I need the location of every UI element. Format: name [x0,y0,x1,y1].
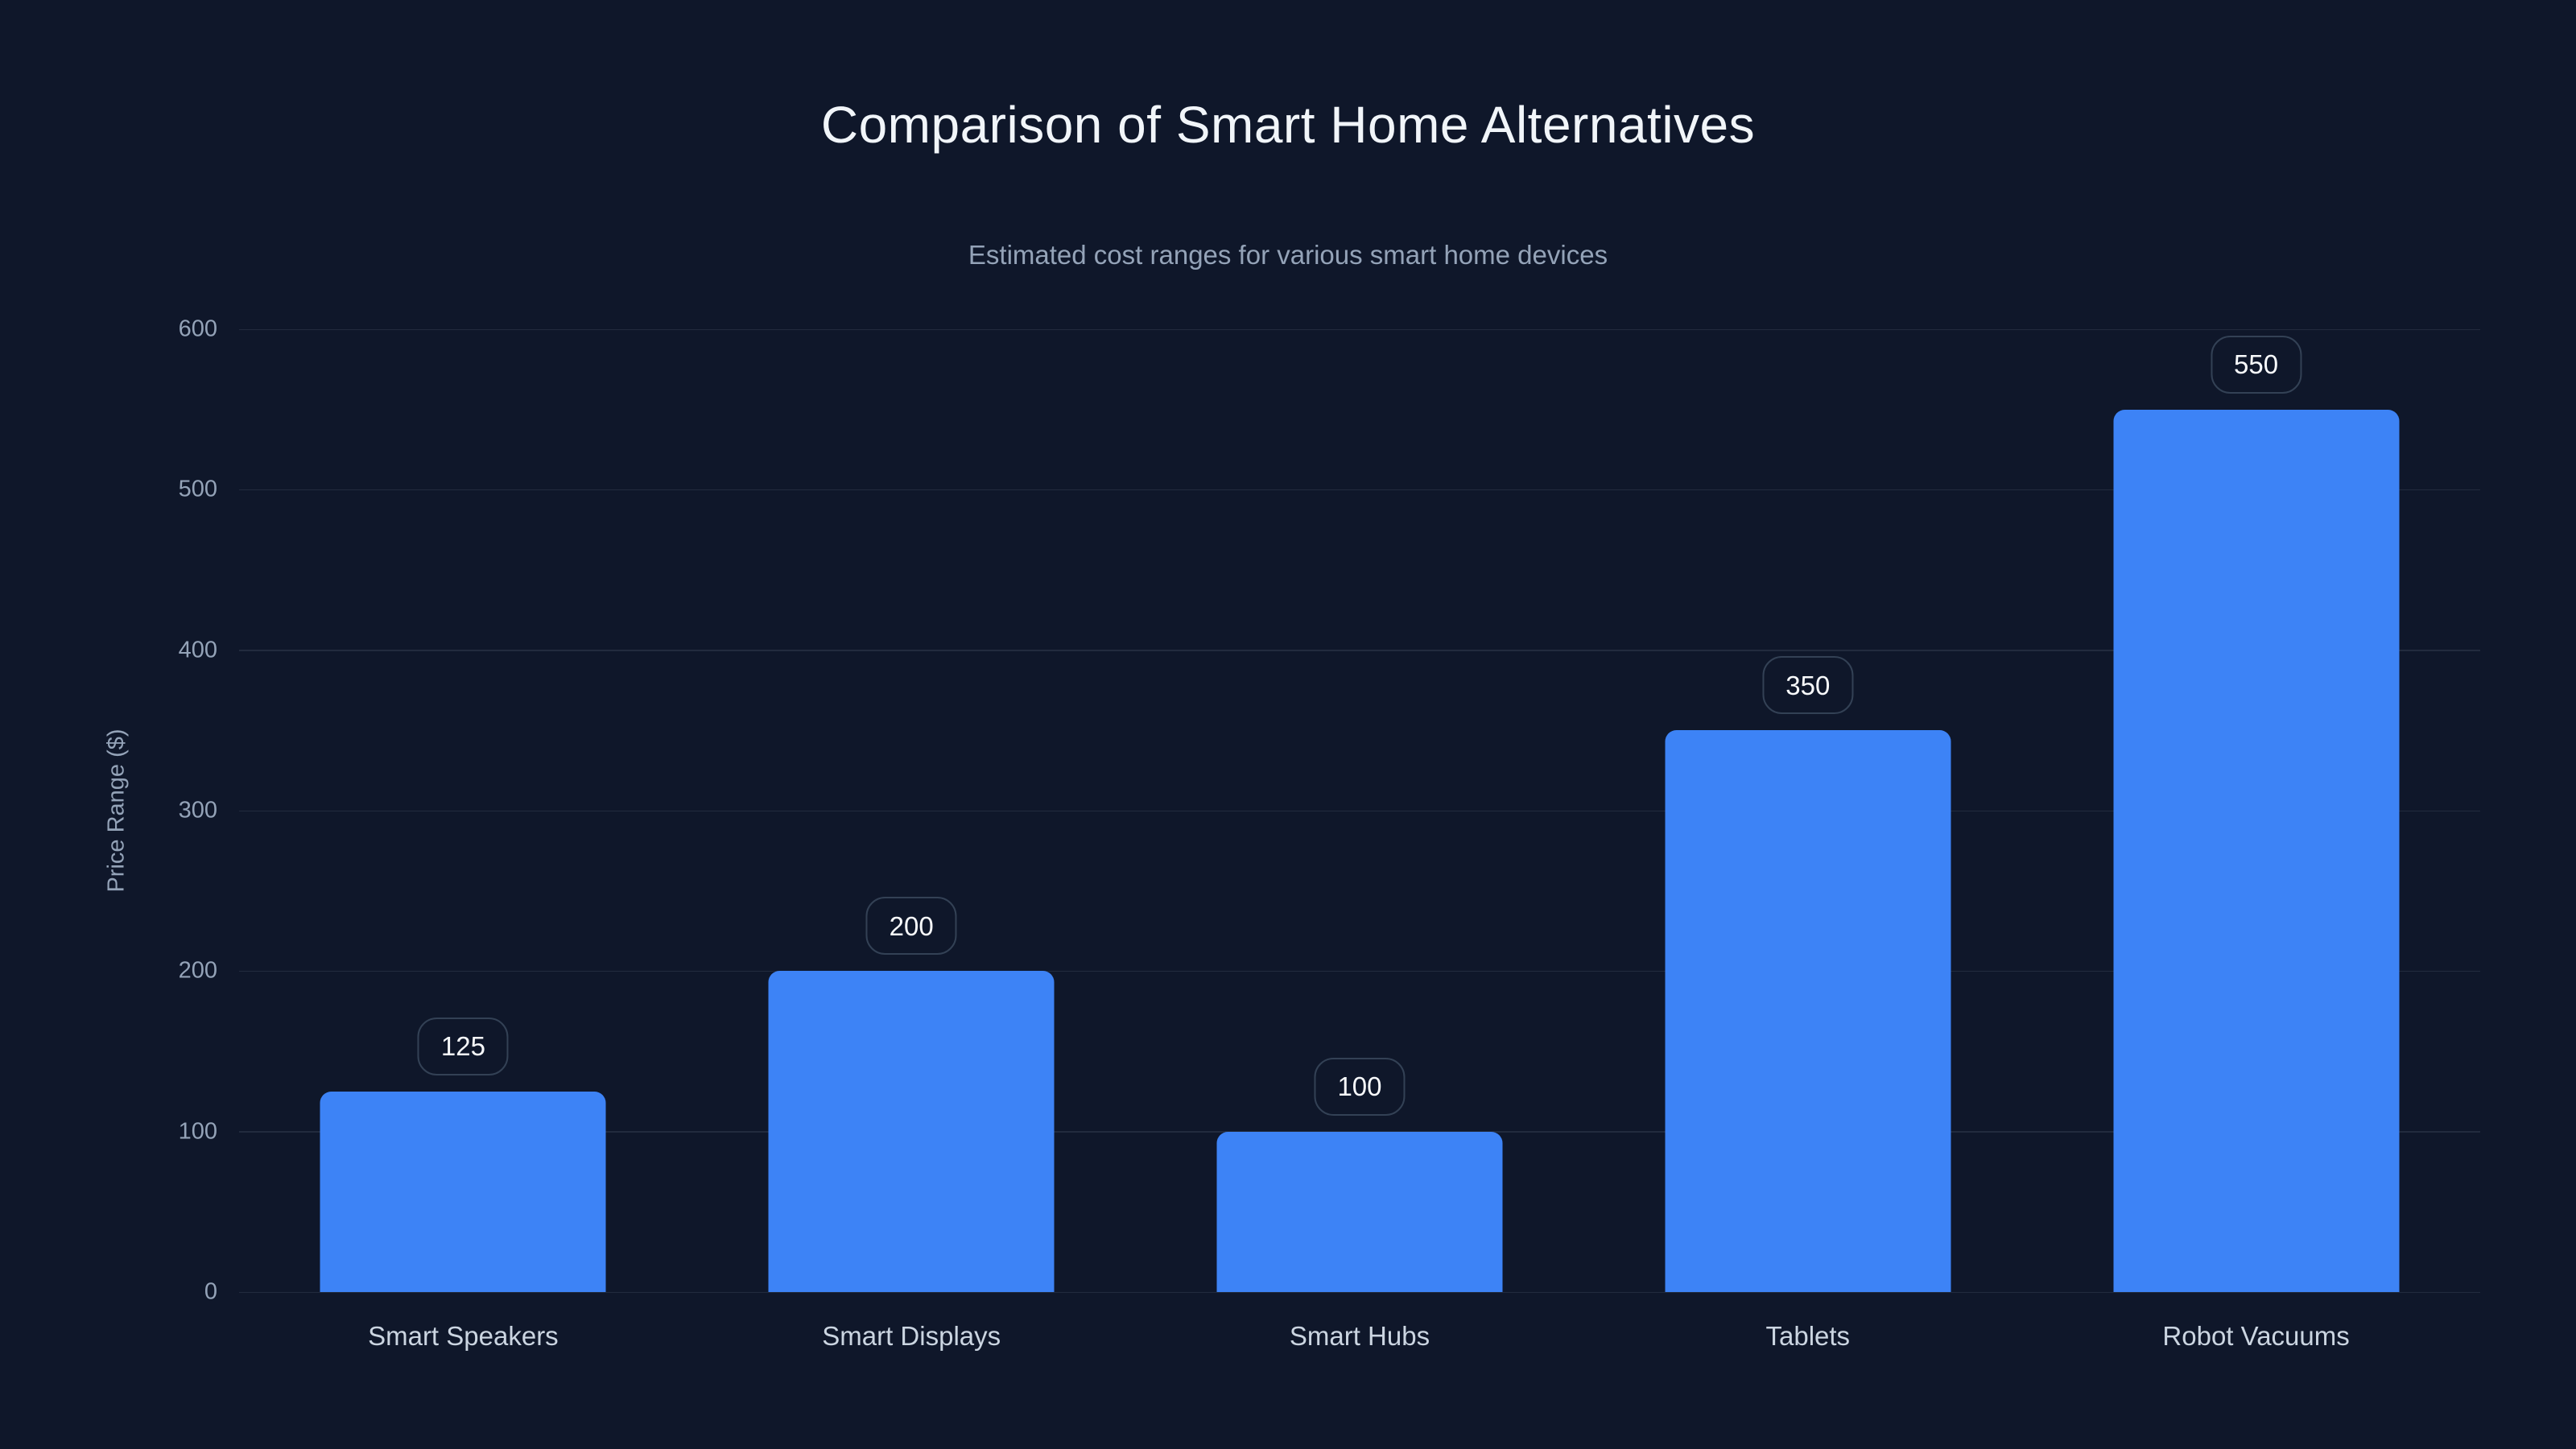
value-badge-text: 550 [2234,349,2279,380]
y-tick-label: 100 [178,1118,217,1145]
bar-group: 100 [1136,329,1584,1292]
gridline [239,489,2480,491]
bar-group: 550 [2032,329,2480,1292]
y-tick-label: 0 [204,1278,217,1305]
x-axis-labels: Smart Speakers Smart Displays Smart Hubs Ta… [239,1320,2480,1352]
value-badge: 350 [1762,656,1854,715]
bars-container: 125 200 100 350 550 [239,329,2480,1292]
gridline [239,650,2480,651]
bar [768,971,1055,1292]
bar [1665,730,1951,1292]
y-tick-label: 500 [178,476,217,502]
value-badge-text: 350 [1785,670,1831,700]
x-axis-label: Smart Displays [822,1321,1001,1351]
bar-group: 125 [239,329,687,1292]
x-axis-label: Smart Speakers [368,1321,559,1351]
gridline [239,1291,2480,1293]
value-badge-text: 125 [440,1031,485,1062]
y-tick-label: 200 [178,957,217,984]
value-badge: 125 [417,1017,509,1075]
x-axis-label: Robot Vacuums [2162,1321,2350,1351]
bar [2113,409,2400,1292]
bar-group: 350 [1583,329,2032,1292]
x-axis-label: Tablets [1765,1321,1851,1351]
bar [320,1091,606,1292]
y-tick-label: 600 [178,316,217,342]
plot-area: 125 200 100 350 550 [239,328,2480,1293]
value-badge-text: 100 [1337,1071,1382,1102]
value-badge-text: 200 [889,910,934,941]
value-badge: 550 [2211,335,2302,394]
y-tick-label: 300 [178,797,217,824]
chart-subtitle: Estimated cost ranges for various smart … [968,240,1608,270]
bar-group: 200 [687,329,1136,1292]
gridline [239,970,2480,972]
value-badge: 200 [865,897,957,956]
gridline [239,328,2480,330]
bar [1216,1131,1503,1292]
gridline [239,810,2480,811]
y-tick-label: 400 [178,637,217,663]
y-axis-ticks: 0 100 200 300 400 500 600 [0,317,217,1303]
value-badge: 100 [1314,1057,1406,1116]
x-axis-label: Smart Hubs [1289,1321,1430,1351]
chart-title: Comparison of Smart Home Alternatives [820,96,1756,154]
